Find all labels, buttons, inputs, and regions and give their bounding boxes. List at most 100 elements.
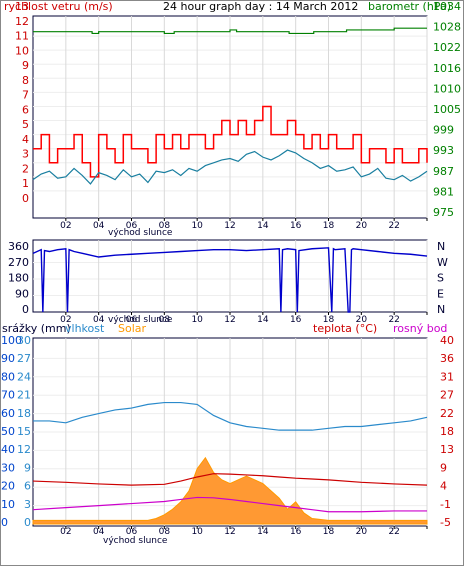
y-tick-label: 4 xyxy=(440,480,447,493)
y-tick-label: 20 xyxy=(1,480,15,493)
x-tick-label: 22 xyxy=(388,315,399,325)
x-tick-label: 02 xyxy=(60,315,71,325)
wind-speed-line xyxy=(32,149,428,185)
y-tick-label: 9 xyxy=(24,461,31,474)
y-tick-label: 3 xyxy=(24,498,31,511)
x-tick-label: 10 xyxy=(191,527,203,537)
y-tick-label: E xyxy=(437,287,444,300)
y-tick-label: -5 xyxy=(440,516,451,529)
dewpoint-line xyxy=(32,496,427,513)
y-tick-label: 10 xyxy=(15,44,29,57)
y-tick-label: 18 xyxy=(17,407,31,420)
y-tick-label: 90 xyxy=(15,287,29,300)
direction-y-ticks: 360 270 180 90 0 xyxy=(8,240,29,316)
y-tick-label: 9 xyxy=(440,461,447,474)
x-tick-label: 02 xyxy=(60,221,71,231)
rain-x-ticks: 02 04 06 08 10 12 14 16 18 20 22 xyxy=(60,526,428,537)
x-tick-label: 04 xyxy=(93,221,105,231)
sunrise-label-2: východ slunce xyxy=(108,315,173,325)
barometer-line xyxy=(33,27,427,35)
x-tick-label: 10 xyxy=(191,221,203,231)
y-tick-label: 36 xyxy=(440,352,454,365)
y-tick-label: 11 xyxy=(15,30,29,43)
y-tick-label: W xyxy=(437,256,448,269)
legend-rain: srážky (mm) xyxy=(2,322,71,335)
y-tick-label: 0 xyxy=(1,516,8,529)
y-tick-label: 0 xyxy=(24,516,31,529)
temp-right-y-ticks: 40 36 31 27 22 18 13 9 4 -1 -5 xyxy=(440,334,454,529)
y-tick-label: 18 xyxy=(440,425,454,438)
temperature-line xyxy=(32,473,428,486)
x-tick-label: 20 xyxy=(356,315,368,325)
y-tick-label: 3 xyxy=(22,148,29,161)
wind-direction-line xyxy=(32,247,428,313)
legend-dewpoint: rosný bod xyxy=(393,322,447,335)
y-tick-label: 1 xyxy=(22,177,29,190)
y-tick-label: 70 xyxy=(1,389,15,402)
chart-title: 24 hour graph day : 14 March 2012 xyxy=(163,0,358,13)
x-tick-label: 20 xyxy=(356,221,368,231)
y-tick-label: 1005 xyxy=(433,103,461,116)
y-tick-label: 7 xyxy=(22,89,29,102)
y-tick-label: 13 xyxy=(440,443,454,456)
y-tick-label: 4 xyxy=(22,133,29,146)
x-tick-label: 08 xyxy=(159,315,171,325)
sunrise-label-1: východ slunce xyxy=(108,228,173,238)
direction-series xyxy=(32,247,428,313)
x-tick-label: 14 xyxy=(257,527,269,537)
y-tick-label: 1034 xyxy=(433,0,461,13)
y-tick-label: 360 xyxy=(8,240,29,253)
x-tick-label: 08 xyxy=(159,527,171,537)
y-tick-label: 1028 xyxy=(433,21,461,34)
x-tick-label: 12 xyxy=(224,221,235,231)
y-tick-label: 993 xyxy=(433,144,454,157)
x-tick-label: 12 xyxy=(224,527,235,537)
x-tick-label: 06 xyxy=(126,221,138,231)
y-tick-label: 975 xyxy=(433,206,454,219)
legend-temperature: teplota (°C) xyxy=(313,322,377,335)
x-tick-label: 04 xyxy=(93,315,105,325)
y-tick-label: 31 xyxy=(440,370,454,383)
x-tick-label: 16 xyxy=(290,527,302,537)
y-tick-label: 0 xyxy=(22,303,29,316)
y-tick-label: 8 xyxy=(22,74,29,87)
x-tick-label: 16 xyxy=(290,221,302,231)
x-tick-label: 20 xyxy=(356,527,368,537)
wind-axis-title: rychlost vetru (m/s) xyxy=(4,0,113,13)
y-tick-label: 6 xyxy=(22,103,29,116)
y-tick-label: 60 xyxy=(1,407,15,420)
wind-x-ticks: 02 04 06 08 10 12 14 16 18 20 22 xyxy=(60,218,428,231)
x-tick-label: 14 xyxy=(257,315,269,325)
y-tick-label: 987 xyxy=(433,165,454,178)
humidity-line xyxy=(33,401,428,431)
y-tick-label: 90 xyxy=(1,352,15,365)
x-tick-label: 18 xyxy=(323,221,335,231)
y-tick-label: N xyxy=(437,303,445,316)
y-tick-label: 5 xyxy=(22,118,29,131)
rain-temp-panel: srážky (mm) vlhkost Solar teplota (°C) r… xyxy=(1,322,454,546)
direction-x-ticks: 02 04 06 08 10 12 14 16 18 20 22 xyxy=(60,312,428,325)
y-tick-label: 2 xyxy=(22,162,29,175)
sunrise-label-3: východ slunce xyxy=(103,536,168,546)
gust-line xyxy=(33,105,428,178)
y-tick-label: 80 xyxy=(1,370,15,383)
y-tick-label: N xyxy=(437,240,445,253)
x-tick-label: 22 xyxy=(388,221,399,231)
baro-y-ticks: 1034 1028 1022 1016 1010 1005 999 993 987 981 975 xyxy=(433,0,461,219)
y-tick-label: 981 xyxy=(433,185,454,198)
y-tick-label: 9 xyxy=(22,59,29,72)
y-tick-label: 24 xyxy=(17,370,31,383)
y-tick-label: 27 xyxy=(17,352,31,365)
x-tick-label: 02 xyxy=(60,527,71,537)
wind-baro-panel: rychlost vetru (m/s) 24 hour graph day :… xyxy=(4,0,461,238)
x-tick-label: 18 xyxy=(323,315,335,325)
y-tick-label: 1016 xyxy=(433,62,461,75)
x-tick-label: 10 xyxy=(191,315,203,325)
y-tick-label: 1010 xyxy=(433,82,461,95)
legend-solar: Solar xyxy=(118,322,147,335)
